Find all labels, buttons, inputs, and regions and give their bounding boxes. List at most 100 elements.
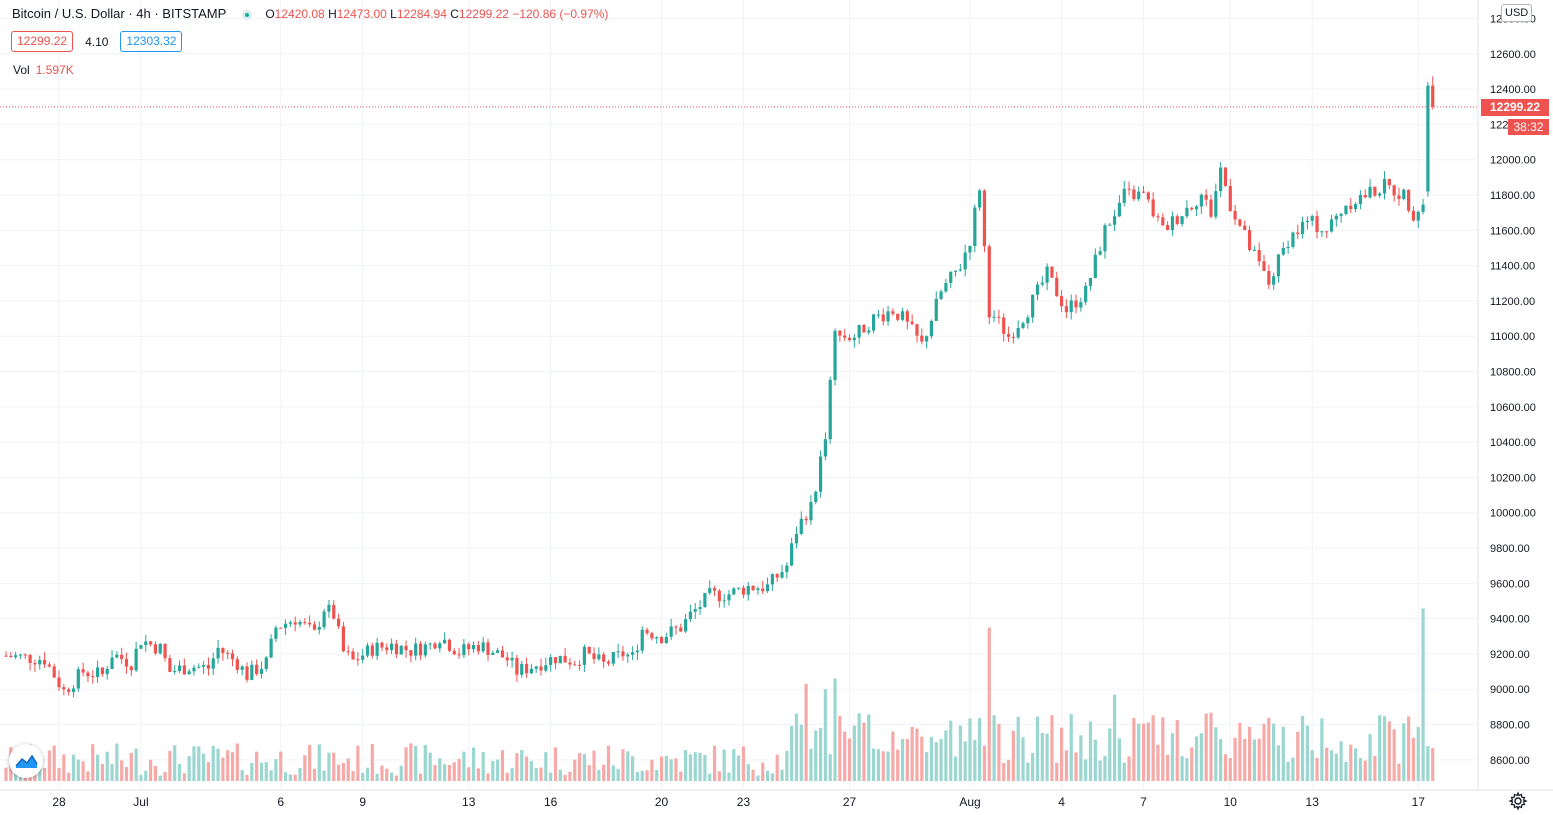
volume-bar bbox=[785, 750, 789, 781]
volume-bar bbox=[1296, 731, 1300, 781]
price-tick-label: 8800.00 bbox=[1490, 720, 1530, 732]
candle-body bbox=[1228, 186, 1232, 211]
volume-bar bbox=[688, 754, 693, 781]
volume-bar bbox=[953, 756, 958, 781]
candle-body bbox=[1363, 195, 1367, 198]
volume-bar bbox=[336, 764, 341, 781]
volume-bar bbox=[1315, 757, 1319, 781]
volume-bar bbox=[230, 752, 235, 781]
candle-body bbox=[433, 643, 437, 649]
volume-bar bbox=[202, 753, 206, 781]
candle-body bbox=[746, 585, 750, 595]
candle-body bbox=[520, 663, 524, 675]
candle-body bbox=[38, 660, 42, 665]
symbol-title[interactable]: Bitcoin / U.S. Dollar · 4h · BITSTAMP bbox=[12, 6, 227, 21]
volume-bar bbox=[1373, 755, 1377, 781]
volume-bar bbox=[380, 765, 384, 781]
volume-bar bbox=[182, 773, 186, 781]
volume-bar bbox=[496, 759, 500, 781]
volume-bar bbox=[982, 745, 987, 781]
volume-bar bbox=[197, 746, 201, 781]
volume-bar bbox=[1035, 716, 1040, 781]
candle-body bbox=[471, 645, 476, 650]
candle-body bbox=[515, 657, 519, 675]
candle-body bbox=[611, 652, 615, 664]
candle-body bbox=[346, 651, 350, 653]
volume-bar bbox=[158, 775, 162, 781]
candle-body bbox=[838, 330, 842, 336]
time-tick-label: 20 bbox=[655, 795, 669, 809]
candle-body bbox=[693, 609, 697, 612]
volume-bar bbox=[958, 725, 962, 781]
volume-bar bbox=[1204, 713, 1208, 781]
candle-body bbox=[1276, 254, 1281, 277]
volume-bar bbox=[804, 683, 808, 781]
candle-body bbox=[1315, 216, 1319, 233]
currency-badge[interactable]: USD bbox=[1501, 4, 1533, 22]
volume-bar bbox=[515, 753, 519, 781]
candle-body bbox=[9, 655, 13, 658]
ask-price[interactable]: 12303.32 bbox=[120, 31, 183, 52]
volume-bar bbox=[505, 772, 509, 781]
volume-bar bbox=[375, 773, 379, 781]
candle-body bbox=[606, 661, 611, 664]
candle-body bbox=[1084, 285, 1088, 303]
candle-body bbox=[303, 622, 307, 624]
time-axis: 28 Jul 6 9 13 16 20 23 27 Aug 4 7 10 13 17 bbox=[52, 795, 1425, 809]
candle-body bbox=[761, 588, 765, 592]
candle-body bbox=[163, 644, 167, 659]
candle-body bbox=[1166, 225, 1170, 231]
candle-body bbox=[1064, 306, 1068, 313]
volume-bar bbox=[264, 762, 268, 781]
candle-body bbox=[573, 664, 577, 666]
bar-countdown: 38:32 bbox=[1508, 118, 1549, 135]
candle-body bbox=[139, 645, 143, 649]
candle-body bbox=[71, 688, 76, 692]
volume-bar bbox=[780, 769, 784, 781]
candle-body bbox=[1108, 224, 1112, 226]
candle-body bbox=[67, 689, 71, 692]
chart-grid bbox=[0, 0, 1553, 791]
volume-bar bbox=[1310, 750, 1314, 781]
volume-bar bbox=[669, 759, 673, 781]
candle-body bbox=[1031, 294, 1035, 318]
eye-icon[interactable] bbox=[241, 10, 252, 20]
tradingview-cloud-icon[interactable] bbox=[9, 744, 43, 778]
candle-body bbox=[1291, 232, 1295, 247]
candle-body bbox=[332, 604, 336, 619]
gear-icon[interactable] bbox=[1508, 791, 1528, 811]
volume-bar bbox=[582, 754, 586, 781]
candle-body bbox=[616, 651, 620, 653]
candle-body bbox=[799, 518, 803, 534]
volume-bar bbox=[1137, 723, 1141, 781]
volume-bar bbox=[1209, 712, 1213, 781]
bid-price[interactable]: 12299.22 bbox=[11, 31, 74, 52]
volume-bar bbox=[1257, 738, 1261, 781]
candle-body bbox=[467, 644, 471, 650]
time-tick-label: 16 bbox=[544, 795, 558, 809]
spread-value: 4.10 bbox=[85, 34, 109, 49]
candle-body bbox=[28, 654, 32, 664]
candle-body bbox=[491, 652, 495, 655]
volume-bar bbox=[438, 758, 442, 781]
volume-bar bbox=[1267, 717, 1271, 781]
candle-body bbox=[1243, 225, 1247, 231]
volume-bar bbox=[886, 751, 890, 781]
candle-body bbox=[57, 677, 61, 688]
candle-body bbox=[1281, 248, 1285, 255]
candle-body bbox=[409, 650, 413, 656]
volume-bar bbox=[346, 758, 350, 781]
volume-bar bbox=[606, 745, 611, 781]
candle-body bbox=[1339, 213, 1343, 216]
volume-bar bbox=[1286, 761, 1290, 781]
candle-body bbox=[250, 664, 254, 680]
candle-body bbox=[814, 491, 818, 503]
volume-bar bbox=[529, 761, 533, 781]
candle-body bbox=[939, 291, 943, 299]
volume-bar bbox=[1349, 744, 1353, 781]
candle-body bbox=[375, 642, 379, 656]
volume-bar bbox=[1093, 739, 1097, 781]
candle-body bbox=[1002, 317, 1006, 334]
volume-bar bbox=[332, 752, 336, 781]
